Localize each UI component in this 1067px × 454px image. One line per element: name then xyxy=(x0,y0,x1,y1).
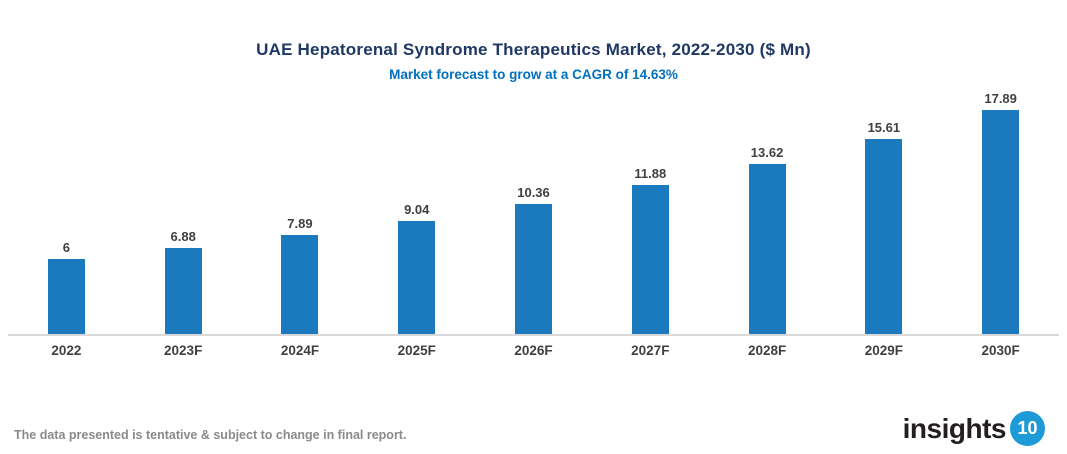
bar-group: 15.61 xyxy=(825,120,942,334)
x-axis-tick-label: 2027F xyxy=(631,343,670,358)
bar-group: 9.04 xyxy=(358,202,475,334)
bar-group: 10.36 xyxy=(475,185,592,334)
bar-value-label: 9.04 xyxy=(404,202,430,217)
bar-group: 13.62 xyxy=(709,145,826,334)
bar-group: 17.89 xyxy=(942,91,1059,334)
x-axis-tick-label: 2030F xyxy=(981,343,1020,358)
x-axis-tick-label: 2025F xyxy=(397,343,436,358)
bar xyxy=(982,110,1020,334)
bar-value-label: 13.62 xyxy=(750,145,784,160)
bar xyxy=(515,204,553,334)
bar-value-label: 15.61 xyxy=(867,120,901,135)
bar-value-label: 6 xyxy=(62,240,70,255)
chart-subtitle: Market forecast to grow at a CAGR of 14.… xyxy=(389,67,678,82)
disclaimer-note: The data presented is tentative & subjec… xyxy=(14,428,407,442)
logo-badge-circle: 10 xyxy=(1010,411,1045,446)
x-axis-labels: 2022 2023F 2024F 2025F 2026F 2027F 2028F 2029F 2… xyxy=(8,343,1059,358)
bar-value-label: 17.89 xyxy=(984,91,1017,106)
chart-title: UAE Hepatorenal Syndrome Therapeutics Ma… xyxy=(256,40,811,59)
x-axis-tick-label: 2024F xyxy=(280,343,320,358)
bar xyxy=(281,235,319,334)
x-axis-tick-label: 2026F xyxy=(514,343,553,358)
bar-value-label: 7.89 xyxy=(287,216,313,231)
bar-chart: 6 6.88 7.89 9.04 10.36 11.88 13.62 15.61 17.89 2… xyxy=(8,82,1059,358)
bar xyxy=(631,185,669,334)
x-axis-tick-label: 2023F xyxy=(164,343,203,358)
bar xyxy=(398,221,436,334)
bar xyxy=(47,259,85,334)
bar xyxy=(748,164,786,334)
x-axis-tick-label: 2029F xyxy=(864,343,903,358)
bar xyxy=(865,139,903,334)
bar-group: 11.88 xyxy=(592,166,709,334)
bar-value-label: 11.88 xyxy=(634,166,667,181)
x-axis-tick-label: 2022 xyxy=(51,343,82,358)
bar-value-label: 6.88 xyxy=(170,229,196,244)
bars-row: 6 6.88 7.89 9.04 10.36 11.88 13.62 15.61 17.89 xyxy=(8,82,1059,336)
bar xyxy=(164,248,202,334)
bar-group: 7.89 xyxy=(242,216,359,334)
bar-value-label: 10.36 xyxy=(517,185,550,200)
logo-text: insights xyxy=(902,412,1007,444)
insights10-logo: insights 10 xyxy=(903,411,1045,446)
bar-group: 6.88 xyxy=(125,229,242,334)
x-axis-tick-label: 2028F xyxy=(747,343,787,358)
bar-group: 6 xyxy=(8,240,125,334)
